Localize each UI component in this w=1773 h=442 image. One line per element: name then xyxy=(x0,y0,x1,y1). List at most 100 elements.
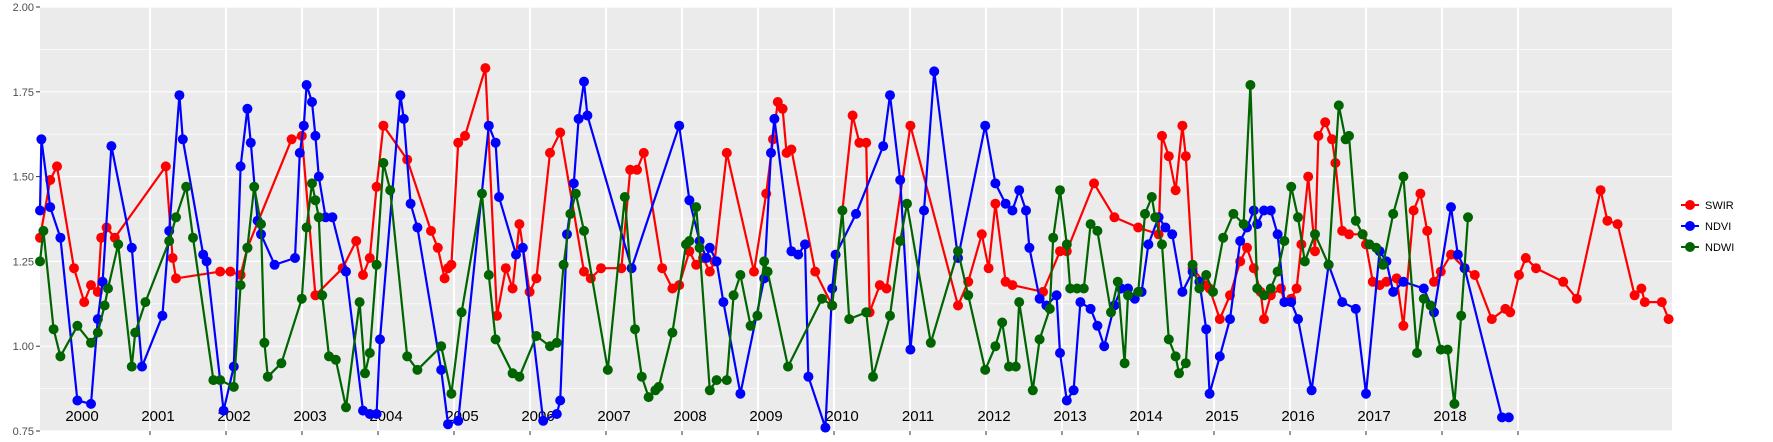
year-label: 2003 xyxy=(293,408,326,425)
y-tick-label: 1.50 xyxy=(13,172,34,184)
swir-point xyxy=(953,300,963,311)
swir-point xyxy=(439,273,450,284)
ndwi-point xyxy=(630,324,640,335)
y-tick-label: 1.25 xyxy=(13,256,34,268)
ndwi-point xyxy=(113,239,124,250)
ndwi-point xyxy=(1371,242,1382,253)
ndwi-point xyxy=(86,337,96,348)
ndwi-point xyxy=(1146,192,1157,202)
ndvi-point xyxy=(218,405,229,416)
ndwi-point xyxy=(653,381,664,392)
swir-point xyxy=(847,110,858,121)
swir-point xyxy=(507,283,518,294)
ndwi-point xyxy=(1218,232,1229,243)
ndvi-point xyxy=(1201,324,1212,335)
swir-point xyxy=(1180,151,1191,162)
swir-point xyxy=(160,161,171,172)
swir-point xyxy=(1571,293,1582,304)
ndvi-point xyxy=(1503,412,1514,423)
swir-point xyxy=(500,263,511,274)
swir-point xyxy=(1133,222,1144,233)
ndwi-point xyxy=(235,280,246,291)
legend-item-ndwi: NDWI xyxy=(1681,242,1734,254)
ndwi-point xyxy=(412,364,423,375)
ndwi-point xyxy=(256,219,266,230)
swir-point xyxy=(86,280,96,291)
ndwi-point xyxy=(895,236,906,246)
ndwi-point xyxy=(446,388,457,399)
ndvi-point xyxy=(1068,385,1079,396)
ndvi-point xyxy=(1160,222,1171,233)
ndwi-point xyxy=(1323,259,1334,270)
ndwi-point xyxy=(35,256,45,267)
swir-point xyxy=(1629,290,1640,301)
ndvi-point xyxy=(1034,293,1045,304)
ndwi-point xyxy=(55,351,66,362)
swir-point xyxy=(531,273,542,284)
ndvi-point xyxy=(405,198,416,209)
ndvi-point xyxy=(269,259,280,270)
ndwi-point xyxy=(1279,236,1290,246)
ndvi-point xyxy=(174,90,185,101)
swir-point xyxy=(171,273,181,284)
ndwi-point xyxy=(1463,212,1473,223)
ndvi-point xyxy=(517,242,528,253)
ndwi-point xyxy=(188,232,198,243)
ndwi-point xyxy=(1357,229,1368,240)
ndwi-point xyxy=(72,320,83,331)
swir-point xyxy=(1381,276,1392,287)
ndvi-point xyxy=(1143,239,1154,250)
legend-label: NDWI xyxy=(1705,242,1734,254)
ndvi-point xyxy=(1000,198,1011,209)
ndvi-point xyxy=(704,242,715,253)
ndvi-point xyxy=(573,113,584,124)
ndwi-point xyxy=(1208,286,1218,297)
swir-point xyxy=(810,266,821,277)
ndwi-point xyxy=(1014,297,1025,308)
ndvi-point xyxy=(1024,242,1035,253)
swir-point xyxy=(1636,283,1647,294)
ndvi-point xyxy=(443,419,453,430)
ndwi-point xyxy=(99,300,110,311)
ndvi-point xyxy=(310,130,321,141)
year-label: 2015 xyxy=(1205,408,1238,425)
ndwi-point xyxy=(1378,259,1388,270)
ndvi-point xyxy=(878,141,889,152)
ndwi-point xyxy=(1085,219,1096,230)
ndvi-point xyxy=(290,253,300,263)
swir-point xyxy=(460,130,470,141)
ndwi-point xyxy=(181,181,192,192)
ndwi-point xyxy=(1061,239,1072,250)
ndvi-point xyxy=(157,310,168,321)
swir-point xyxy=(1007,280,1018,291)
ndwi-point xyxy=(1310,229,1320,240)
ndvi-point xyxy=(45,202,56,213)
ndwi-point xyxy=(711,375,722,386)
ndwi-point xyxy=(1286,181,1297,192)
ndvi-point xyxy=(327,212,338,223)
ndvi-point xyxy=(551,409,562,419)
ndvi-point xyxy=(511,249,521,260)
ndwi-point xyxy=(1174,368,1184,379)
y-tick-label: 0.75 xyxy=(13,426,34,438)
ndwi-point xyxy=(1140,208,1150,219)
ndwi-point xyxy=(735,270,746,280)
swir-point xyxy=(786,144,797,155)
ndvi-point xyxy=(86,398,96,409)
ndvi-point xyxy=(341,266,351,277)
ndvi-point xyxy=(453,415,464,426)
ndwi-point xyxy=(307,178,317,189)
ndwi-point xyxy=(1265,283,1276,294)
ndwi-point xyxy=(1055,185,1065,196)
ndwi-point xyxy=(1333,100,1344,111)
swir-point xyxy=(1505,307,1516,318)
ndwi-point xyxy=(643,392,654,403)
year-label: 2010 xyxy=(825,408,858,425)
swir-point xyxy=(861,137,872,148)
ndvi-point xyxy=(1214,351,1225,362)
swir-point xyxy=(1656,297,1667,308)
ndvi-point xyxy=(126,242,137,253)
ndwi-point xyxy=(242,242,253,253)
ndwi-point xyxy=(1163,334,1174,345)
